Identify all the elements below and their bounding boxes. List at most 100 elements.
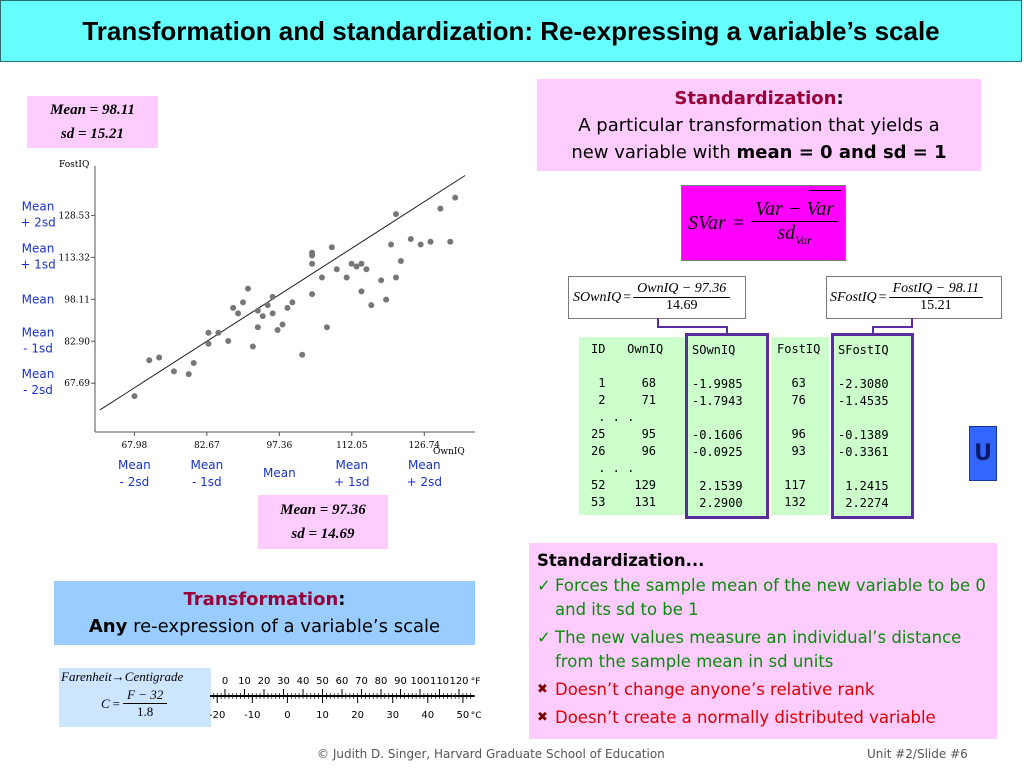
data-point	[368, 302, 375, 309]
data-point	[240, 299, 247, 306]
fahrenheit-label: 10	[238, 676, 251, 687]
data-point	[235, 310, 242, 317]
svar-numerator: Var − Var	[751, 198, 839, 222]
standardization-heading: Standardization	[674, 88, 837, 109]
x-axis-title: OwnIQ	[433, 447, 465, 457]
footer-credit: © Judith D. Singer, Harvard Graduate Sch…	[317, 747, 665, 761]
data-point	[205, 329, 212, 336]
data-point	[397, 258, 404, 265]
property-item: ✖ Doesn’t create a normally distributed v…	[537, 706, 989, 730]
data-point	[299, 351, 306, 358]
data-point	[437, 205, 444, 212]
data-point	[392, 211, 399, 218]
data-point	[309, 291, 316, 298]
data-point	[407, 235, 414, 242]
transformation-heading: Transformation	[183, 589, 339, 610]
fahrenheit-label: 100	[410, 676, 429, 687]
data-point	[254, 307, 261, 314]
svar-overline	[809, 190, 841, 191]
check-icon: ✓	[537, 576, 551, 595]
celsius-unit: °C	[471, 711, 482, 721]
standardization-definition: Standardization: A particular transforma…	[537, 79, 981, 171]
y-band-label: Mean - 1sd	[22, 325, 55, 355]
fahrenheit-celsius-scale: 0 10 20 30 40 50 60 70 80 90 100 110 120 °F -20 -10 0 10 2…	[210, 676, 482, 721]
data-point	[205, 340, 212, 347]
property-item: ✓ Forces the sample mean of the new varia…	[537, 576, 986, 619]
data-point	[264, 302, 271, 309]
data-point	[190, 360, 197, 367]
formula-connectors	[657, 318, 913, 336]
celsius-label: -10	[244, 710, 260, 721]
data-point	[274, 326, 281, 333]
data-point	[309, 260, 316, 267]
fahrenheit-label: 120	[449, 676, 468, 687]
y-tick-label: 113.32	[59, 253, 91, 263]
celsius-label: 10	[316, 710, 329, 721]
x-band-label: Mean - 2sd	[118, 458, 151, 489]
x-band-label: Mean + 2sd	[407, 458, 442, 489]
data-point	[170, 368, 177, 375]
x-band-label: Mean	[263, 466, 296, 480]
celsius-label: 20	[351, 710, 364, 721]
data-table-fostiq: FostIQ 63 76 96 93 117 132	[771, 337, 829, 515]
celsius-label: 50	[457, 710, 470, 721]
data-point	[328, 244, 335, 251]
sfostiq-formula: SFostIQ = FostIQ − 98.11 15.21	[826, 276, 1002, 319]
data-table-sowniq: SOwnIQ -1.9985 -1.7943 -0.1606 -0.0925 2…	[685, 333, 769, 519]
fostiq-mean: Mean = 98.11	[50, 102, 135, 118]
data-point	[215, 329, 222, 336]
fahrenheit-label: 70	[355, 676, 368, 687]
side-nav-button[interactable]: U	[969, 426, 997, 481]
sowniq-denominator: 14.69	[665, 298, 698, 313]
x-icon: ✖	[537, 682, 548, 697]
data-point	[254, 324, 261, 331]
data-point	[259, 313, 266, 320]
x-tick-label: 97.36	[266, 441, 292, 451]
fahrenheit-label: 50	[316, 676, 329, 687]
data-table-sfostiq: SFostIQ -2.3080 -1.4535 -0.1389 -0.3361 …	[831, 333, 914, 519]
sfostiq-bracket	[872, 318, 913, 336]
y-band-label: Mean - 2sd	[22, 367, 55, 397]
standardization-properties: Standardization... ✓ Forces the sample me…	[529, 543, 997, 739]
regression-line	[99, 175, 466, 411]
x-tick-label: 126.74	[409, 441, 441, 451]
data-point	[348, 260, 355, 267]
x-band-label: Mean - 1sd	[191, 458, 224, 489]
owniq-stats-box: Mean = 97.36 sd = 14.69	[258, 495, 388, 549]
x-icon: ✖	[537, 710, 548, 725]
fahrenheit-unit: °F	[471, 677, 481, 687]
x-tick-label: 67.98	[121, 441, 147, 451]
data-point	[392, 274, 399, 281]
data-point	[318, 274, 325, 281]
data-point	[131, 393, 138, 400]
data-point	[383, 296, 390, 303]
sowniq-formula: SOwnIQ = OwnIQ − 97.36 14.69	[568, 276, 746, 319]
data-point	[225, 337, 232, 344]
data-point	[284, 304, 291, 311]
property-item: ✓ The new values measure an individual’s …	[537, 628, 962, 671]
data-point	[388, 241, 395, 248]
data-point	[427, 238, 434, 245]
celsius-label: 40	[421, 710, 434, 721]
y-band-label: Mean	[22, 292, 55, 306]
standardization-line1: A particular transformation that yields …	[578, 115, 940, 136]
sowniq-numerator: OwnIQ − 97.36	[633, 281, 731, 298]
data-point	[358, 288, 365, 295]
data-point	[279, 321, 286, 328]
arrow-icon: →	[111, 669, 125, 684]
fahrenheit-label: 90	[394, 676, 407, 687]
data-point	[269, 293, 276, 300]
y-tick-label: 82.90	[64, 337, 90, 347]
data-point	[323, 324, 330, 331]
y-tick-label: 98.11	[64, 295, 90, 305]
check-icon: ✓	[537, 628, 551, 647]
data-point	[156, 354, 163, 361]
data-point	[269, 310, 276, 317]
fahrenheit-label: 80	[375, 676, 388, 687]
data-point	[353, 263, 360, 270]
transformation-definition: Transformation: Any re-expression of a v…	[54, 581, 475, 645]
data-point	[363, 266, 370, 273]
svar-fraction: Var − Var sdVar	[751, 198, 839, 248]
data-point	[249, 343, 256, 350]
properties-heading: Standardization...	[537, 551, 705, 570]
